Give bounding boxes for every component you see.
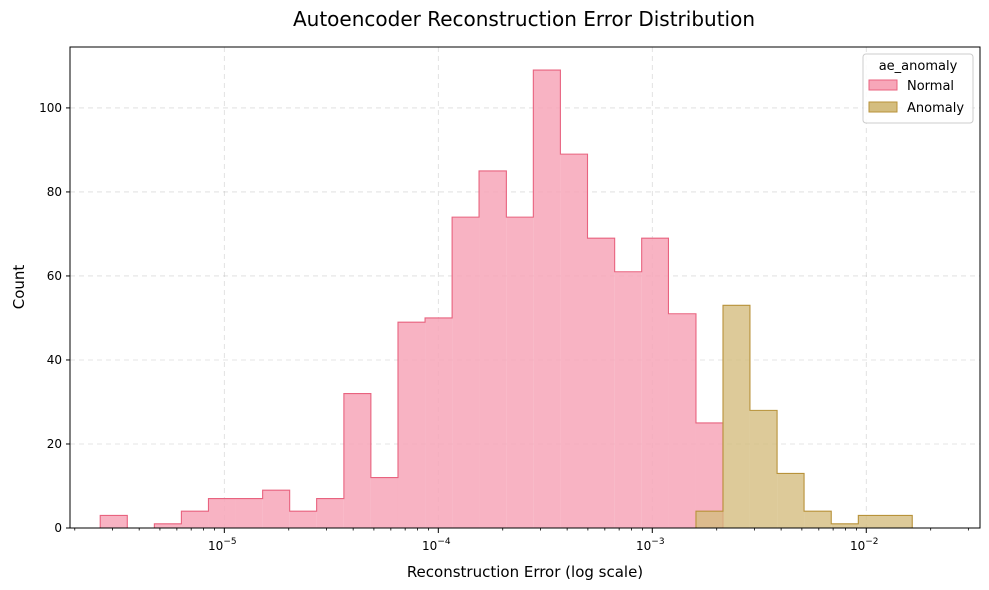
histogram-bar-anomaly <box>885 515 913 528</box>
y-tick-label: 60 <box>47 269 62 283</box>
x-axis-label: Reconstruction Error (log scale) <box>407 563 643 581</box>
y-tick-label: 0 <box>54 521 62 535</box>
histogram-bar-normal <box>452 217 480 528</box>
step-outline-anomaly <box>695 304 913 528</box>
histogram-bar-normal <box>316 498 344 528</box>
axis-ticks: 0 20 40 60 80 100 10−5 10−4 10−3 10−2 <box>39 101 969 553</box>
legend-title: ae_anomaly <box>879 59 958 74</box>
histogram-bar-normal <box>614 271 642 528</box>
histogram-bar-normal <box>668 313 696 528</box>
legend-label-anomaly: Anomaly <box>907 101 964 116</box>
y-tick-label: 20 <box>47 437 62 451</box>
y-tick-label: 40 <box>47 353 62 367</box>
histogram-bar-normal <box>289 511 317 528</box>
histogram-bars <box>99 69 913 529</box>
legend-swatch-anomaly <box>868 101 898 113</box>
histogram-bar-normal <box>397 322 426 528</box>
legend-label-normal: Normal <box>907 79 954 94</box>
x-tick-label: 10−3 <box>636 537 665 553</box>
series-anomaly <box>695 304 913 528</box>
histogram-bar-anomaly <box>695 511 723 528</box>
histogram-bar-normal <box>641 238 669 528</box>
x-tick-label: 10−2 <box>850 537 879 553</box>
histogram-bar-normal <box>425 317 453 528</box>
histogram-bar-normal <box>506 217 534 528</box>
histogram-bar-normal <box>154 523 182 528</box>
histogram-bar-anomaly <box>777 473 805 528</box>
histogram-bar-normal <box>343 393 371 528</box>
histogram-bar-anomaly <box>831 523 859 528</box>
histogram-bar-anomaly <box>749 410 778 528</box>
x-tick-label: 10−5 <box>208 537 237 553</box>
histogram-bar-normal <box>479 170 507 528</box>
series-normal <box>99 69 724 529</box>
histogram-bar-normal <box>695 422 723 528</box>
y-tick-label: 100 <box>39 101 62 115</box>
histogram-bar-normal <box>587 238 615 528</box>
plot-area-frame <box>69 46 981 529</box>
histogram-bar-anomaly <box>722 305 750 528</box>
step-outline-normal <box>99 69 724 529</box>
legend: ae_anomaly Normal Anomaly <box>862 53 974 124</box>
histogram-bar-anomaly <box>858 515 886 528</box>
histogram-bar-normal <box>560 154 588 529</box>
histogram-bar-normal <box>370 477 398 528</box>
histogram-bar-normal <box>181 511 209 528</box>
histogram-bar-anomaly <box>804 511 832 528</box>
histogram-bar-normal <box>100 515 128 528</box>
histogram-bar-normal <box>262 490 290 528</box>
legend-swatch-normal <box>868 79 898 91</box>
histogram-bar-normal <box>235 498 263 528</box>
x-tick-label: 10−4 <box>422 537 451 553</box>
y-tick-label: 80 <box>47 185 62 199</box>
histogram-bar-normal <box>208 498 236 528</box>
y-axis-label: Count <box>10 265 28 310</box>
chart-title: Autoencoder Reconstruction Error Distrib… <box>293 7 755 31</box>
histogram-bar-normal <box>533 70 561 529</box>
